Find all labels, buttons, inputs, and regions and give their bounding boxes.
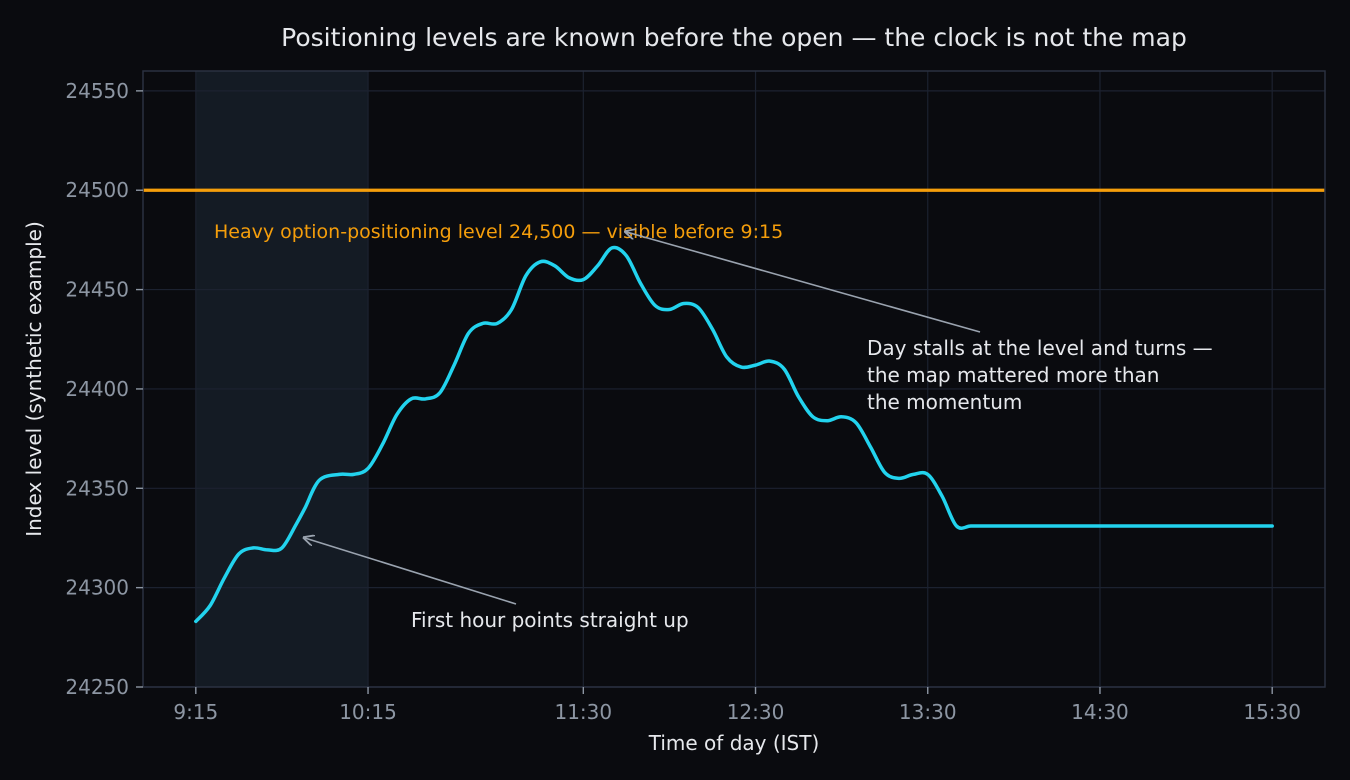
annotation-text: the map mattered more than: [867, 363, 1159, 387]
first-hour-band: [195, 71, 369, 687]
index-level-line: [194, 245, 1274, 624]
x-tick-label: 15:30: [1243, 700, 1301, 724]
x-tick-label: 10:15: [339, 700, 397, 724]
y-tick-label: 24250: [65, 675, 129, 699]
x-tick-label: 13:30: [899, 700, 957, 724]
y-tick-label: 24550: [65, 79, 129, 103]
plot-frame: [142, 70, 1326, 688]
x-tick-label: 12:30: [727, 700, 785, 724]
x-tick-label: 14:30: [1071, 700, 1129, 724]
y-tick-label: 24450: [65, 278, 129, 302]
annotation-text: Day stalls at the level and turns —: [867, 336, 1213, 360]
y-tick-label: 24400: [65, 377, 129, 401]
annotation-arrow: [626, 232, 981, 333]
y-tick-label: 24300: [65, 576, 129, 600]
x-tick-label: 11:30: [554, 700, 612, 724]
x-axis-label: Time of day (IST): [648, 731, 820, 755]
y-tick-label: 24350: [65, 476, 129, 500]
annotation-arrow: [305, 538, 517, 605]
x-tick-label: 9:15: [173, 700, 218, 724]
y-axis-label: Index level (synthetic example): [22, 221, 46, 537]
y-tick-label: 24500: [65, 178, 129, 202]
annotation-text: First hour points straight up: [411, 608, 689, 632]
chart-title: Positioning levels are known before the …: [281, 23, 1187, 52]
annotation-text: the momentum: [867, 390, 1022, 414]
positioning-level-label: Heavy option-positioning level 24,500 — …: [214, 221, 783, 243]
